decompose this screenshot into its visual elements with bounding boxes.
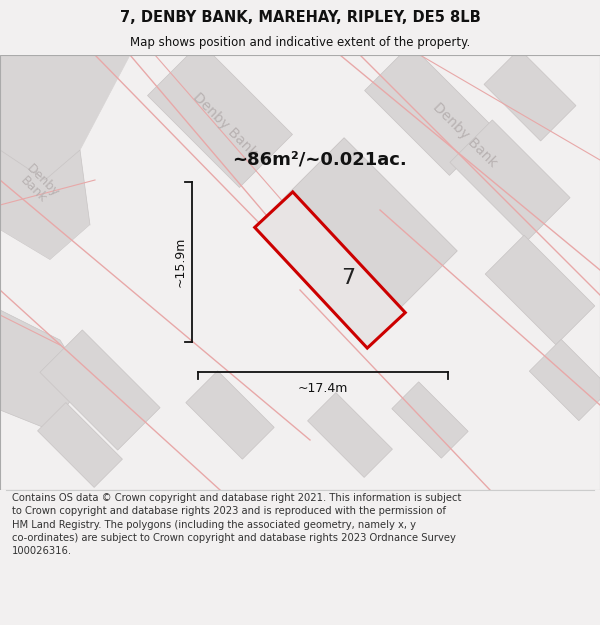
Polygon shape [484, 49, 576, 141]
Polygon shape [148, 42, 292, 188]
Text: Denby
Bank: Denby Bank [15, 162, 61, 208]
Text: ~17.4m: ~17.4m [298, 381, 348, 394]
Polygon shape [485, 235, 595, 345]
Text: Denby Bank: Denby Bank [190, 90, 260, 160]
Polygon shape [0, 225, 100, 340]
Polygon shape [38, 402, 122, 488]
Text: 7, DENBY BANK, MAREHAY, RIPLEY, DE5 8LB: 7, DENBY BANK, MAREHAY, RIPLEY, DE5 8LB [119, 10, 481, 25]
Text: ~86m²/~0.021ac.: ~86m²/~0.021ac. [233, 151, 407, 169]
Text: Denby Bank: Denby Bank [430, 100, 500, 170]
Polygon shape [392, 382, 468, 458]
Polygon shape [365, 44, 496, 176]
Polygon shape [0, 310, 85, 430]
Polygon shape [263, 138, 457, 332]
Polygon shape [0, 150, 90, 260]
Polygon shape [0, 55, 130, 180]
Text: 7: 7 [341, 268, 355, 288]
Text: ~15.9m: ~15.9m [173, 237, 187, 288]
Text: Map shows position and indicative extent of the property.: Map shows position and indicative extent… [130, 36, 470, 49]
Text: Contains OS data © Crown copyright and database right 2021. This information is : Contains OS data © Crown copyright and d… [12, 493, 461, 556]
Polygon shape [186, 371, 274, 459]
Polygon shape [450, 120, 570, 240]
Polygon shape [40, 330, 160, 450]
Polygon shape [255, 192, 405, 348]
Polygon shape [529, 339, 600, 421]
Polygon shape [308, 392, 392, 478]
